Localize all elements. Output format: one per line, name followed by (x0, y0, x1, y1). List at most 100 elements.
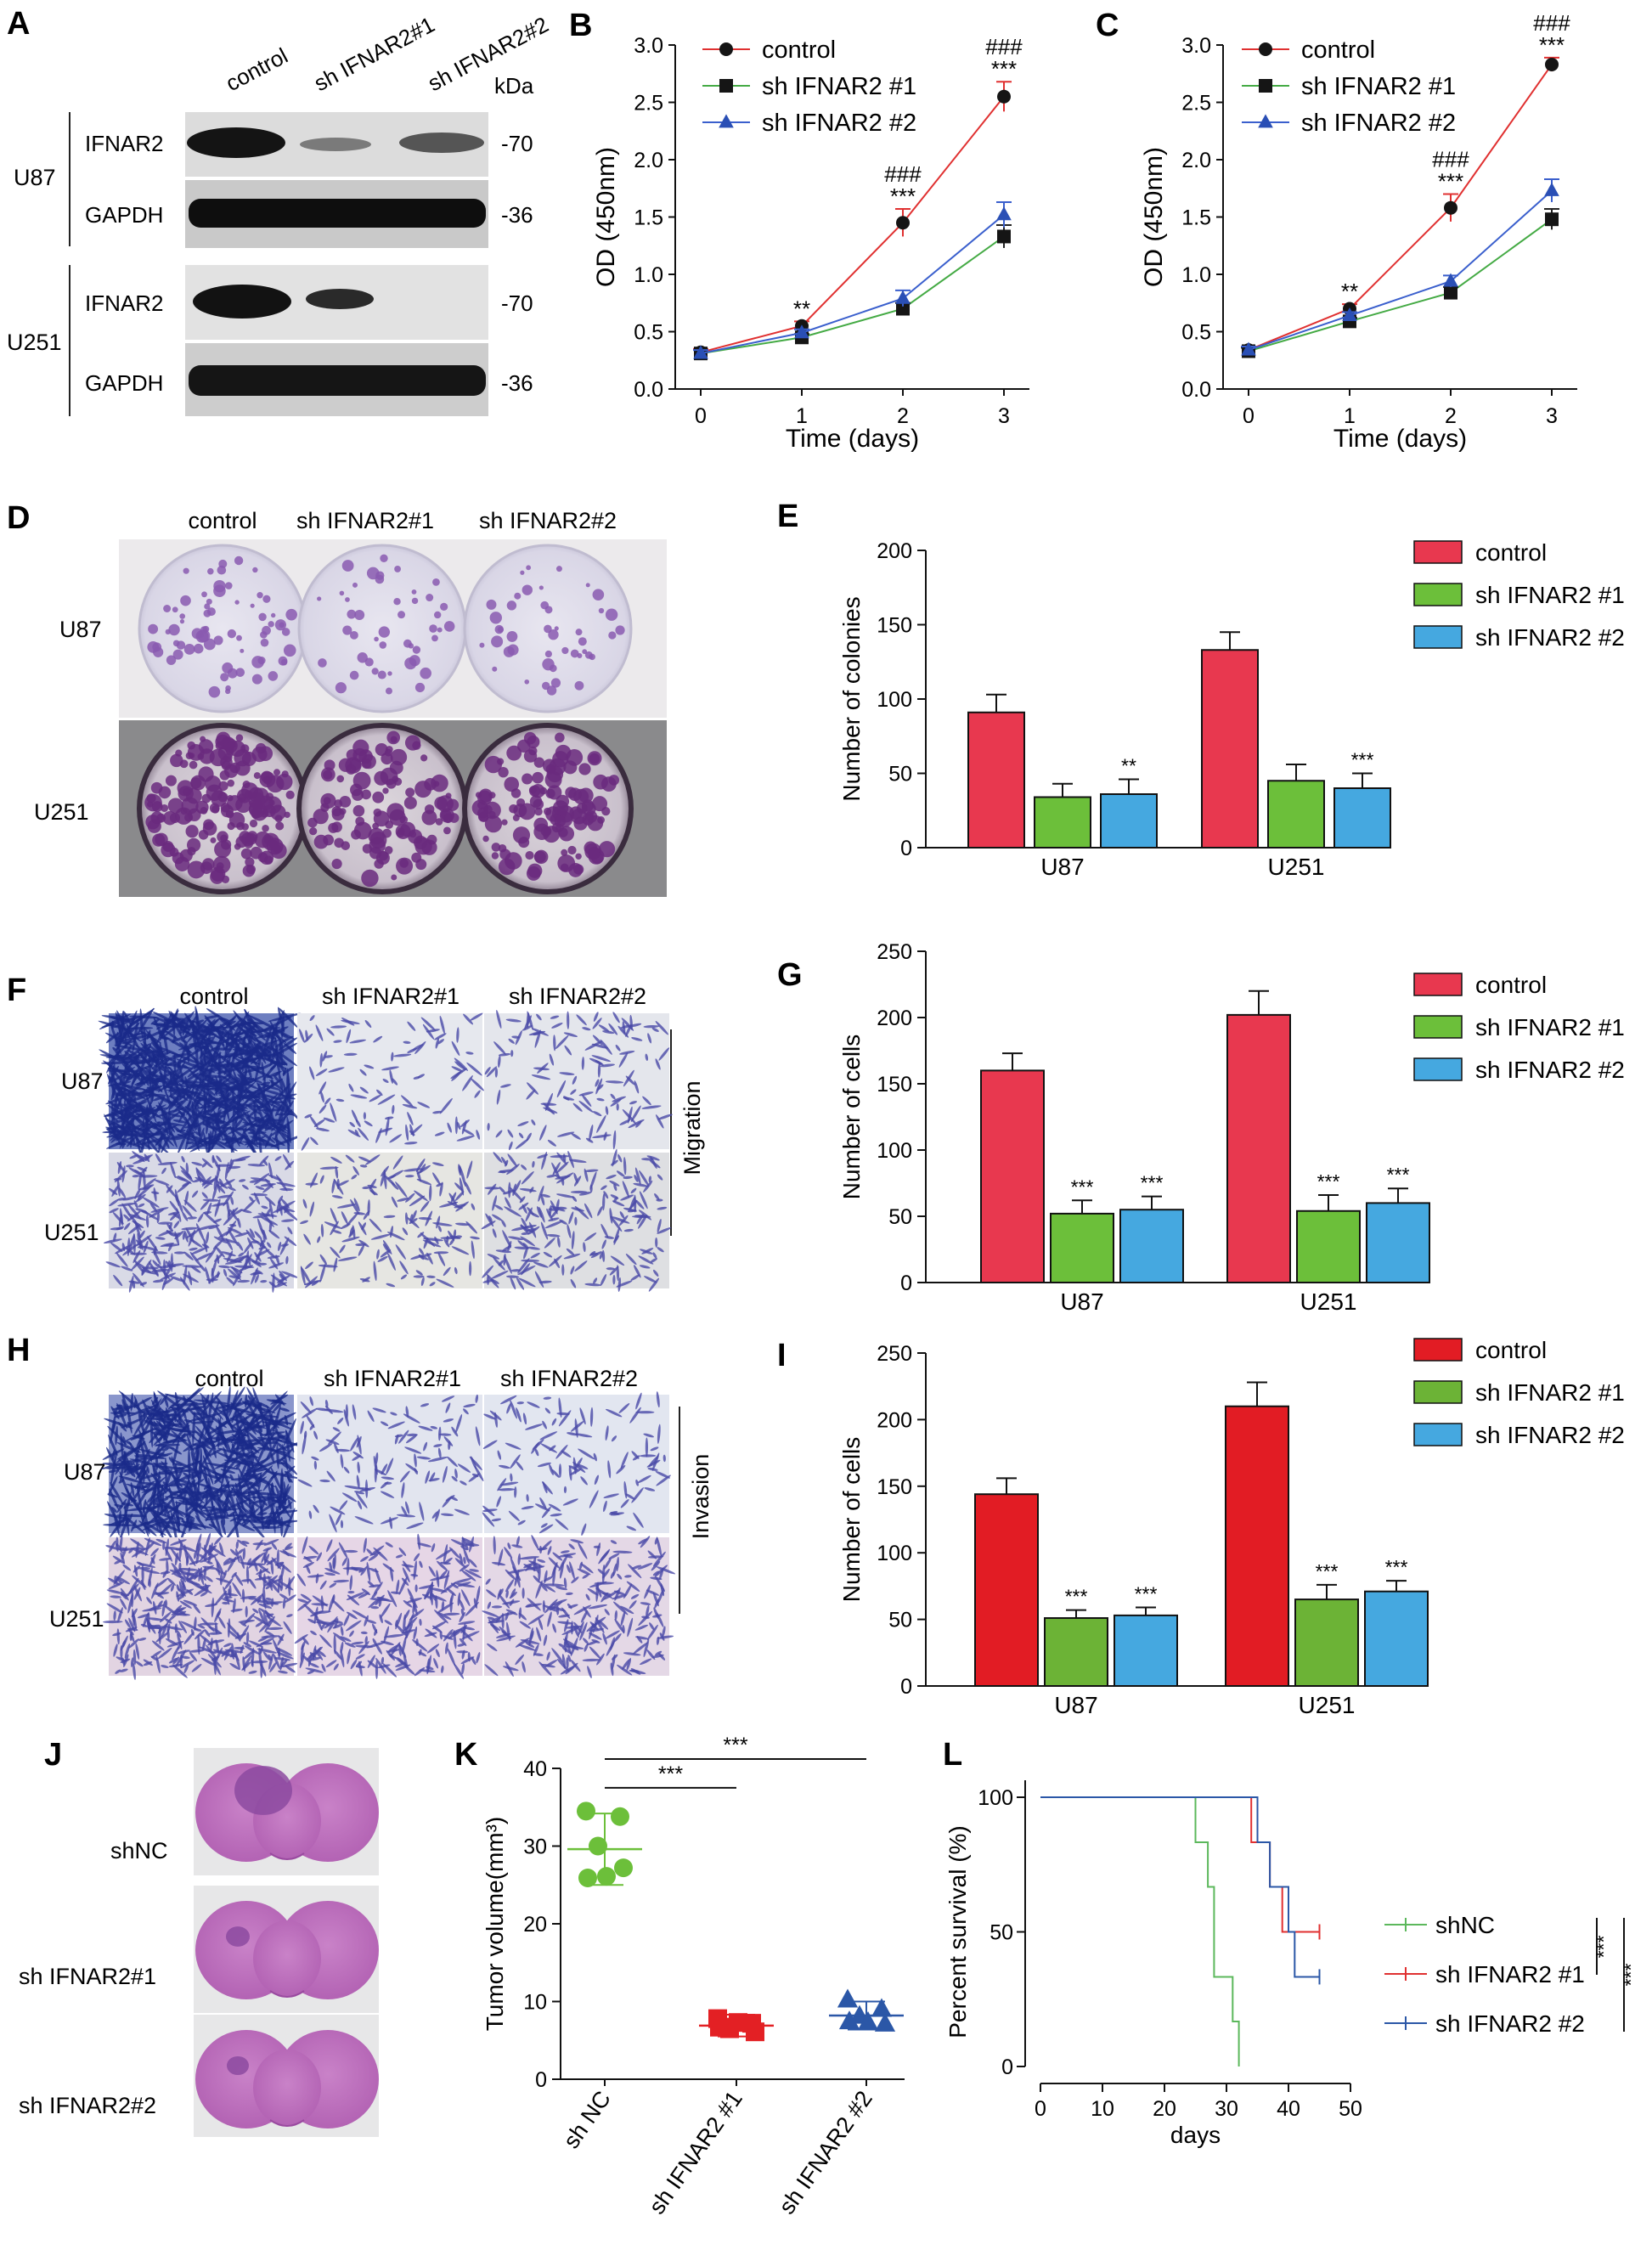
colony (533, 817, 549, 832)
colony (211, 805, 220, 814)
x-tick-label: 20 (1153, 2097, 1176, 2121)
legend-label: control (762, 37, 836, 64)
colony (533, 849, 549, 865)
colony (211, 790, 228, 807)
colony (346, 764, 357, 775)
colony (190, 775, 206, 791)
legend-label: sh IFNAR2 #1 (762, 73, 916, 100)
colony (443, 826, 451, 835)
band (306, 289, 374, 309)
colony (281, 628, 290, 636)
panel-f-migration-images: F control sh IFNAR2#1 sh IFNAR2#2 U87 U2… (7, 973, 705, 1293)
colony (313, 809, 329, 825)
y-tick-label: 0.5 (634, 321, 663, 345)
colony (421, 809, 437, 826)
colony (323, 797, 331, 805)
row-label: U251 (44, 1220, 99, 1245)
colony (377, 670, 386, 679)
colony (431, 634, 438, 642)
colony (336, 775, 345, 783)
y-tick-label: 200 (877, 539, 912, 563)
colony (203, 609, 211, 617)
legend-swatch (1413, 625, 1463, 649)
colony (241, 823, 249, 831)
data-point (710, 2017, 729, 2037)
panel-letter-j: J (44, 1737, 62, 1773)
panel-j-brain-sections: J shNC sh IFNAR2#1 sh IFNAR2#2 (19, 1737, 379, 2137)
colony (429, 624, 437, 633)
y-tick-label: 100 (978, 1786, 1013, 1810)
colony (172, 852, 184, 865)
legend-swatch (1413, 583, 1463, 606)
colony (522, 773, 533, 785)
colony (241, 752, 257, 767)
colony (259, 795, 274, 810)
colony (404, 735, 421, 751)
colony (162, 811, 178, 826)
colony (554, 626, 559, 631)
colony (183, 643, 195, 655)
significance-label: ** (1121, 755, 1136, 777)
y-tick-label: 150 (877, 1073, 912, 1097)
y-tick-label: 30 (523, 1835, 547, 1859)
kda-value: -36 (501, 202, 533, 228)
colony (390, 736, 397, 743)
colony (565, 787, 577, 798)
colony (245, 857, 255, 867)
y-tick-label: 250 (877, 940, 912, 964)
y-tick-label: 40 (523, 1757, 547, 1781)
colony (279, 622, 285, 629)
protein-label: GAPDH (85, 202, 163, 228)
cell (245, 1605, 248, 1618)
y-axis-label: Tumor volume(mm³) (482, 1817, 508, 2032)
colony (201, 591, 207, 598)
colony (203, 819, 214, 831)
colony (220, 673, 229, 682)
colony (512, 814, 520, 821)
colony (498, 843, 507, 853)
side-label-invasion: Invasion (688, 1454, 713, 1540)
cell (336, 1178, 340, 1190)
colony (250, 603, 255, 608)
legend-marker (1259, 79, 1272, 93)
colony (475, 792, 482, 798)
x-axis-label: Time (days) (1333, 425, 1467, 453)
colony (218, 559, 228, 568)
colony (506, 631, 518, 642)
bar (1366, 1202, 1430, 1284)
x-tick-label: sh NC (558, 2086, 616, 2153)
colony (501, 819, 508, 826)
band (189, 365, 486, 396)
colony (414, 682, 426, 693)
legend-label: sh IFNAR2 #1 (1475, 1014, 1625, 1040)
colony (148, 623, 159, 634)
colony (408, 643, 414, 649)
protein-label: GAPDH (85, 370, 163, 396)
colony (351, 829, 361, 840)
x-tick-label: 3 (998, 404, 1010, 428)
colony (318, 658, 327, 668)
colony (183, 567, 189, 574)
colony (440, 602, 448, 611)
colony (361, 789, 372, 800)
colony (285, 608, 297, 621)
colony (518, 803, 536, 820)
legend-label: sh IFNAR2 #2 (1475, 624, 1625, 651)
colony (534, 807, 543, 816)
y-tick-label: 0 (535, 2068, 547, 2092)
y-axis-label: Number of colonies (838, 596, 865, 801)
data-point (597, 1867, 616, 1886)
cell (257, 1262, 268, 1266)
row-label: sh IFNAR2#2 (19, 2093, 156, 2118)
colony (375, 571, 385, 580)
series-line (1248, 189, 1553, 352)
colony (235, 734, 244, 742)
panel-letter: K (454, 1737, 478, 1773)
colony (270, 804, 286, 820)
panel-letter: I (777, 1338, 787, 1373)
row-label: U87 (61, 1068, 104, 1094)
colony (393, 597, 401, 606)
colony (482, 835, 489, 843)
colony (170, 753, 183, 768)
panel-letter: G (777, 957, 803, 993)
